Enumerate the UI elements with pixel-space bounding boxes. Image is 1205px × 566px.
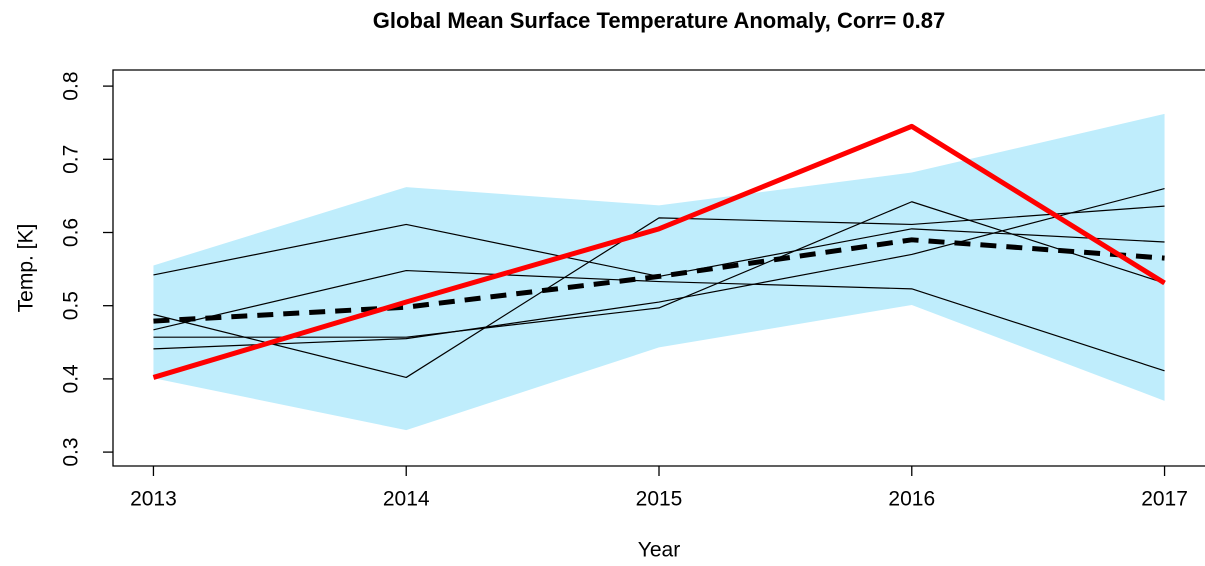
chart-title: Global Mean Surface Temperature Anomaly,… <box>373 8 945 33</box>
y-tick-label: 0.5 <box>60 291 83 320</box>
spread-band <box>153 113 1165 431</box>
y-axis-label: Temp. [K] <box>15 224 38 313</box>
y-tick-label: 0.4 <box>60 364 83 394</box>
y-tick-label: 0.6 <box>60 218 83 247</box>
series-line <box>153 205 1165 379</box>
x-tick-label: 2017 <box>1141 488 1188 511</box>
y-tick-label: 0.7 <box>60 145 83 174</box>
x-tick-label: 2015 <box>636 488 683 511</box>
series-line <box>153 237 1165 324</box>
x-tick-label: 2014 <box>383 488 430 511</box>
y-tick-label: 0.3 <box>60 437 83 466</box>
x-axis-label: Year <box>638 539 680 562</box>
series-line <box>153 187 1165 350</box>
series-line <box>153 201 1165 338</box>
series-line <box>153 269 1165 372</box>
y-tick-label: 0.8 <box>60 72 83 101</box>
x-tick-label: 2013 <box>130 488 177 511</box>
series-line <box>152 123 1166 380</box>
x-tick-label: 2016 <box>888 488 935 511</box>
